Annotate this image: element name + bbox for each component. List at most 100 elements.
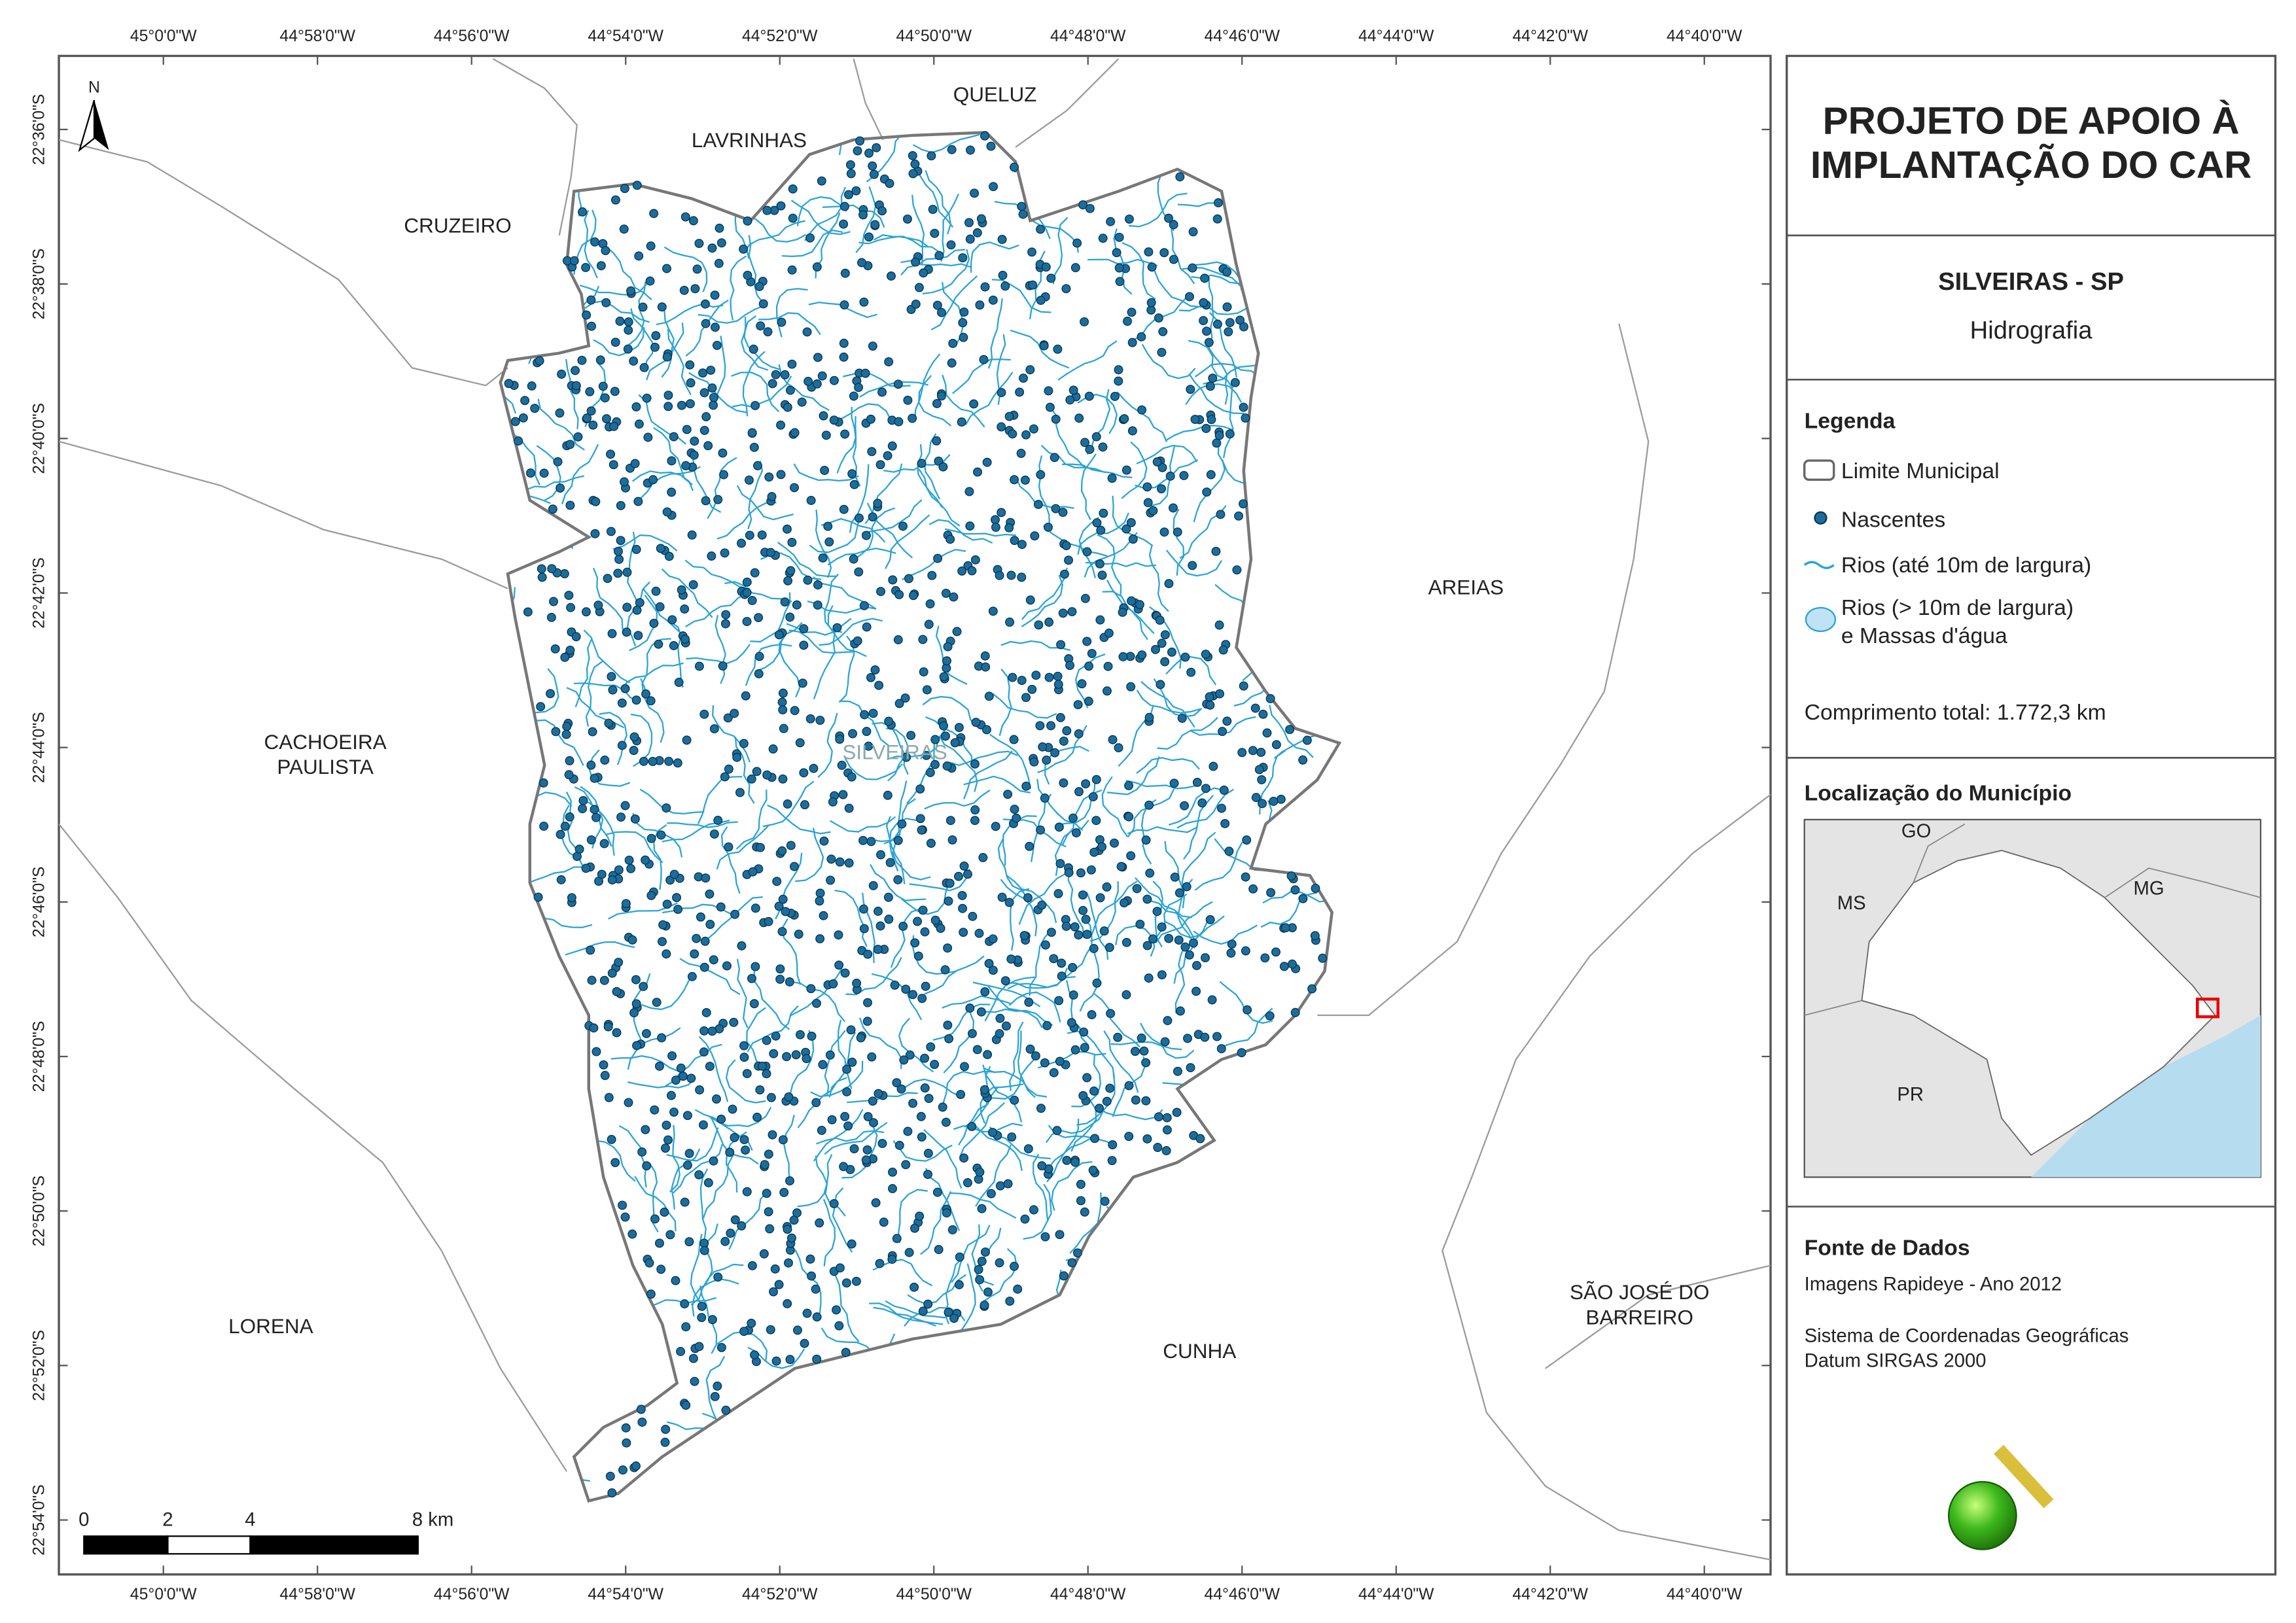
spring xyxy=(1006,954,1016,964)
spring xyxy=(686,378,696,388)
river xyxy=(819,618,883,646)
spring xyxy=(546,689,556,699)
spring xyxy=(646,833,656,843)
spring xyxy=(1095,893,1105,903)
spring xyxy=(629,746,639,756)
spring xyxy=(1104,943,1114,952)
spring xyxy=(1188,561,1197,570)
spring xyxy=(749,344,758,354)
spring xyxy=(1084,661,1094,671)
spring xyxy=(844,190,853,200)
neighbour-boundary xyxy=(58,823,567,1472)
river xyxy=(574,638,593,708)
spring xyxy=(686,1073,696,1083)
spring xyxy=(737,941,747,951)
spring xyxy=(607,1488,617,1498)
spring xyxy=(631,544,641,554)
spring xyxy=(701,873,711,883)
spring xyxy=(780,370,790,379)
spring xyxy=(1041,262,1051,272)
spring xyxy=(805,714,815,724)
spring xyxy=(679,285,689,295)
river xyxy=(892,1140,953,1162)
spring xyxy=(1085,444,1095,454)
grid-label-top: 44°44'0"W xyxy=(1358,27,1434,45)
spring xyxy=(606,527,616,536)
spring xyxy=(884,716,894,726)
spring xyxy=(856,1033,866,1043)
spring xyxy=(582,413,592,423)
spring xyxy=(566,602,576,612)
spring xyxy=(1040,940,1050,950)
spring xyxy=(525,468,535,478)
river xyxy=(1164,841,1185,909)
inset-sea xyxy=(2031,1015,2261,1178)
river xyxy=(698,305,764,324)
spring xyxy=(1062,726,1072,735)
spring xyxy=(1290,1007,1300,1017)
spring xyxy=(805,1254,815,1264)
spring xyxy=(1279,962,1289,971)
spring xyxy=(1122,937,1131,947)
spring xyxy=(967,1122,977,1132)
spring xyxy=(963,1178,972,1187)
spring xyxy=(612,1028,622,1038)
spring xyxy=(959,1153,969,1163)
spring xyxy=(565,440,575,449)
spring xyxy=(665,1230,675,1240)
spring xyxy=(581,607,591,617)
spring xyxy=(1050,453,1059,462)
river xyxy=(885,514,930,569)
spring xyxy=(586,835,596,845)
spring xyxy=(1097,570,1107,580)
spring xyxy=(859,297,869,307)
grid-label-top: 44°58'0"W xyxy=(279,27,355,45)
spring xyxy=(858,904,868,914)
river xyxy=(1006,875,1057,924)
river xyxy=(985,1008,1053,1026)
river xyxy=(1207,277,1214,347)
spring xyxy=(548,504,557,514)
spring xyxy=(590,773,599,783)
inset-label: MS xyxy=(1837,893,1866,914)
spring xyxy=(785,612,795,622)
spring xyxy=(851,1276,861,1286)
spring xyxy=(1053,344,1063,354)
spring xyxy=(1127,338,1137,347)
spring xyxy=(943,642,953,652)
river xyxy=(612,534,678,552)
spring xyxy=(715,223,724,233)
spring xyxy=(1112,248,1122,258)
river xyxy=(667,328,692,396)
spring xyxy=(1070,263,1080,273)
spring xyxy=(684,1149,694,1159)
spring xyxy=(1013,1284,1023,1294)
river xyxy=(832,1187,853,1253)
spring xyxy=(871,1198,881,1208)
spring xyxy=(639,362,649,372)
spring xyxy=(743,270,752,280)
grid-label-top: 44°46'0"W xyxy=(1204,27,1280,45)
spring xyxy=(811,1098,821,1108)
spring xyxy=(1067,607,1077,617)
spring xyxy=(923,1299,933,1309)
spring xyxy=(936,307,946,317)
place-label: PAULISTA xyxy=(277,755,374,778)
spring xyxy=(701,319,711,328)
spring xyxy=(660,1208,669,1217)
spring xyxy=(1164,934,1174,943)
spring xyxy=(766,1092,776,1102)
spring xyxy=(597,869,607,879)
river xyxy=(626,531,638,601)
spring xyxy=(1167,647,1176,657)
spring xyxy=(787,538,797,548)
spring xyxy=(875,921,885,931)
spring xyxy=(646,241,656,251)
spring xyxy=(707,1026,717,1036)
spring xyxy=(849,480,859,489)
spring xyxy=(752,1112,762,1122)
river xyxy=(715,336,726,406)
river xyxy=(911,194,925,265)
spring xyxy=(718,661,728,671)
spring xyxy=(607,672,616,682)
